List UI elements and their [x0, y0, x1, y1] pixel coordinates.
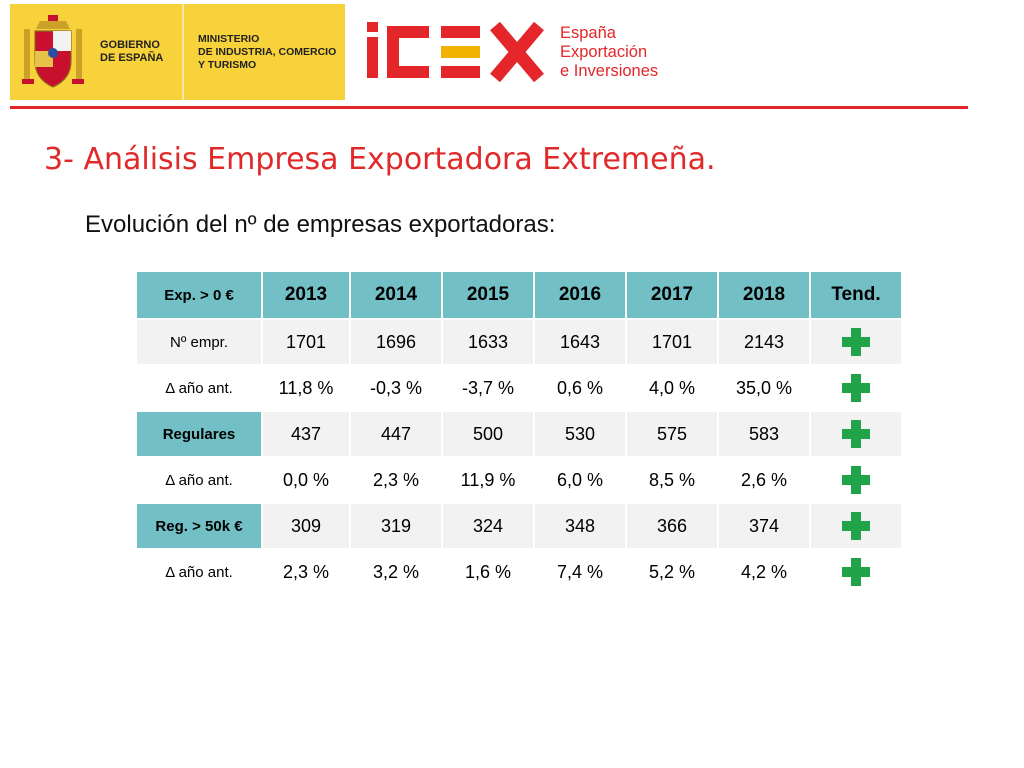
trend-cell — [809, 502, 903, 550]
header-cell: 2018 — [717, 270, 811, 320]
table-cell: 1,6 % — [441, 548, 535, 596]
table-cell: 309 — [261, 502, 351, 550]
header-cell: 2016 — [533, 270, 627, 320]
table-cell: 5,2 % — [625, 548, 719, 596]
table-cell: 500 — [441, 410, 535, 458]
table-cell: 348 — [533, 502, 627, 550]
plus-icon — [842, 466, 870, 494]
table-cell: 0,6 % — [533, 364, 627, 412]
header-cell: 2015 — [441, 270, 535, 320]
ministry-line-1: MINISTERIO — [198, 32, 260, 45]
icex-tagline-line-3: e Inversiones — [560, 62, 659, 80]
table-cell: 437 — [261, 410, 351, 458]
plus-icon — [842, 512, 870, 540]
icex-tagline-line-2: Exportación — [560, 43, 648, 61]
slide-subtitle: Evolución del nº de empresas exportadora… — [85, 211, 556, 238]
trend-cell — [809, 456, 903, 504]
table-cell: 324 — [441, 502, 535, 550]
icex-tagline-line-1: España — [560, 24, 616, 42]
table-cell: 11,8 % — [261, 364, 351, 412]
header-cell: Exp. > 0 € — [135, 270, 263, 320]
table-header-row: Exp. > 0 € 2013 2014 2015 2016 2017 2018… — [135, 270, 903, 320]
trend-cell — [809, 364, 903, 412]
gobierno-text: GOBIERNO DE ESPAÑA — [100, 39, 163, 65]
row-label: Reg. > 50k € — [135, 502, 263, 550]
row-label: Regulares — [135, 410, 263, 458]
table-cell: 1701 — [625, 318, 719, 366]
table-cell: 4,0 % — [625, 364, 719, 412]
table-cell: 575 — [625, 410, 719, 458]
table-cell: 1696 — [349, 318, 443, 366]
header-cell: 2014 — [349, 270, 443, 320]
trend-cell — [809, 410, 903, 458]
table-cell: 3,2 % — [349, 548, 443, 596]
government-logo-banner: GOBIERNO DE ESPAÑA MINISTERIO DE INDUSTR… — [10, 4, 345, 100]
ministry-line-2: DE INDUSTRIA, COMERCIO — [198, 45, 337, 58]
plus-icon — [842, 558, 870, 586]
table-cell: -0,3 % — [349, 364, 443, 412]
table-cell: -3,7 % — [441, 364, 535, 412]
table-cell: 11,9 % — [441, 456, 535, 504]
table-cell: 35,0 % — [717, 364, 811, 412]
table-cell: 2,3 % — [349, 456, 443, 504]
table-cell: 0,0 % — [261, 456, 351, 504]
coat-of-arms-icon — [22, 15, 84, 88]
table-cell: 1633 — [441, 318, 535, 366]
header-divider — [10, 106, 968, 109]
header-cell: Tend. — [809, 270, 903, 320]
table-cell: 4,2 % — [717, 548, 811, 596]
slide-title: 3- Análisis Empresa Exportadora Extremeñ… — [44, 142, 716, 177]
table-cell: 1643 — [533, 318, 627, 366]
table-cell: 319 — [349, 502, 443, 550]
table-cell: 1701 — [261, 318, 351, 366]
table-cell: 7,4 % — [533, 548, 627, 596]
plus-icon — [842, 374, 870, 402]
row-label: Nº empr. — [135, 318, 263, 366]
trend-cell — [809, 548, 903, 596]
gobierno-line-2: DE ESPAÑA — [100, 52, 164, 64]
table-row: Reg. > 50k €309 319 324 348 366 374 — [135, 502, 903, 550]
plus-icon — [842, 328, 870, 356]
row-label: Δ año ant. — [135, 456, 263, 504]
table-row: Δ año ant. 2,3 % 3,2 % 1,6 % 7,4 % 5,2 % 4,2 % — [135, 548, 903, 596]
ministry-text: MINISTERIO DE INDUSTRIA, COMERCIO Y TURI… — [198, 33, 336, 72]
table-row: Δ año ant. 11,8 % -0,3 % -3,7 % 0,6 % 4,0 % 35… — [135, 364, 903, 412]
table-cell: 583 — [717, 410, 811, 458]
table-cell: 6,0 % — [533, 456, 627, 504]
table-cell: 2,6 % — [717, 456, 811, 504]
icex-tagline: España Exportación e Inversiones — [560, 24, 658, 81]
gobierno-block: GOBIERNO DE ESPAÑA — [10, 4, 182, 100]
table-cell: 447 — [349, 410, 443, 458]
table-row: Nº empr. 1701 1696 1633 1643 1701 2143 — [135, 318, 903, 366]
table-cell: 530 — [533, 410, 627, 458]
header-cell: 2013 — [261, 270, 351, 320]
logo-divider — [182, 4, 184, 100]
table-cell: 366 — [625, 502, 719, 550]
header-cell: 2017 — [625, 270, 719, 320]
row-label: Δ año ant. — [135, 548, 263, 596]
table-cell: 2,3 % — [261, 548, 351, 596]
gobierno-line-1: GOBIERNO — [100, 39, 160, 51]
exporters-table: Exp. > 0 € 2013 2014 2015 2016 2017 2018… — [135, 270, 903, 596]
table-body: Nº empr. 1701 1696 1633 1643 1701 2143 Δ año an… — [135, 318, 903, 596]
table-row: Δ año ant. 0,0 % 2,3 % 11,9 % 6,0 % 8,5 % 2,6 … — [135, 456, 903, 504]
row-label: Δ año ant. — [135, 364, 263, 412]
table-cell: 2143 — [717, 318, 811, 366]
plus-icon — [842, 420, 870, 448]
ministry-line-3: Y TURISMO — [198, 58, 257, 71]
icex-logo — [367, 22, 544, 82]
table-cell: 8,5 % — [625, 456, 719, 504]
table-cell: 374 — [717, 502, 811, 550]
table-row: Regulares 437 447 500 530 575 583 — [135, 410, 903, 458]
trend-cell — [809, 318, 903, 366]
